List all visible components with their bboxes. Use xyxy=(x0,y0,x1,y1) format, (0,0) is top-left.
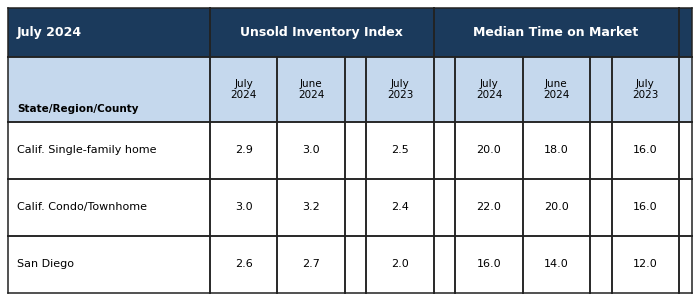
Bar xyxy=(456,122,522,178)
Text: Median Time on Market: Median Time on Market xyxy=(473,26,638,39)
Text: June
2024: June 2024 xyxy=(543,79,569,100)
Text: 22.0: 22.0 xyxy=(477,202,501,212)
Bar xyxy=(8,236,210,292)
Text: 20.0: 20.0 xyxy=(544,202,568,212)
Text: San Diego: San Diego xyxy=(17,259,73,269)
Text: 16.0: 16.0 xyxy=(633,202,657,212)
Bar xyxy=(612,57,678,122)
Bar xyxy=(522,178,589,236)
Text: Calif. Single-family home: Calif. Single-family home xyxy=(17,145,156,155)
Text: 2.5: 2.5 xyxy=(391,145,409,155)
Bar xyxy=(612,122,678,178)
Text: July
2023: July 2023 xyxy=(632,79,658,100)
Text: 18.0: 18.0 xyxy=(544,145,568,155)
Text: 16.0: 16.0 xyxy=(633,145,657,155)
Text: July
2023: July 2023 xyxy=(387,79,413,100)
Text: 14.0: 14.0 xyxy=(544,259,568,269)
Bar xyxy=(456,57,522,122)
Bar xyxy=(612,178,678,236)
Bar xyxy=(433,8,678,57)
Bar xyxy=(678,236,692,292)
Bar xyxy=(589,122,612,178)
Bar xyxy=(8,8,210,57)
Bar xyxy=(210,122,277,178)
Bar xyxy=(8,122,210,178)
Bar xyxy=(210,8,433,57)
Bar xyxy=(366,178,433,236)
Text: 2.9: 2.9 xyxy=(235,145,253,155)
Bar xyxy=(277,57,344,122)
Bar xyxy=(344,122,366,178)
Bar xyxy=(678,122,692,178)
Bar xyxy=(678,178,692,236)
Bar xyxy=(433,236,456,292)
Bar xyxy=(433,57,456,122)
Text: July
2024: July 2024 xyxy=(476,79,502,100)
Bar xyxy=(612,236,678,292)
Bar xyxy=(366,122,433,178)
Bar xyxy=(277,178,344,236)
Text: 2.4: 2.4 xyxy=(391,202,409,212)
Bar xyxy=(344,178,366,236)
Bar xyxy=(277,236,344,292)
Text: June
2024: June 2024 xyxy=(298,79,324,100)
Bar xyxy=(589,57,612,122)
Bar xyxy=(8,178,210,236)
Text: July 2024: July 2024 xyxy=(17,26,82,39)
Text: 3.0: 3.0 xyxy=(302,145,320,155)
Bar xyxy=(589,236,612,292)
Bar xyxy=(210,236,277,292)
Bar xyxy=(456,236,522,292)
Bar xyxy=(210,57,277,122)
Bar xyxy=(277,122,344,178)
Bar xyxy=(433,178,456,236)
Bar xyxy=(8,57,210,122)
Text: 12.0: 12.0 xyxy=(633,259,657,269)
Text: 16.0: 16.0 xyxy=(477,259,501,269)
Text: State/Region/County: State/Region/County xyxy=(17,104,139,114)
Text: 2.6: 2.6 xyxy=(235,259,253,269)
Bar xyxy=(344,236,366,292)
Bar xyxy=(522,236,589,292)
Bar xyxy=(456,178,522,236)
Text: 2.0: 2.0 xyxy=(391,259,409,269)
Text: 2.7: 2.7 xyxy=(302,259,320,269)
Bar xyxy=(678,8,692,57)
Bar xyxy=(522,57,589,122)
Text: 3.2: 3.2 xyxy=(302,202,320,212)
Bar xyxy=(210,178,277,236)
Bar xyxy=(522,122,589,178)
Bar xyxy=(366,236,433,292)
Bar xyxy=(678,57,692,122)
Text: 20.0: 20.0 xyxy=(477,145,501,155)
Bar xyxy=(344,57,366,122)
Bar xyxy=(433,122,456,178)
Text: Unsold Inventory Index: Unsold Inventory Index xyxy=(241,26,403,39)
Bar xyxy=(366,57,433,122)
Text: 3.0: 3.0 xyxy=(235,202,253,212)
Text: Calif. Condo/Townhome: Calif. Condo/Townhome xyxy=(17,202,147,212)
Text: July
2024: July 2024 xyxy=(231,79,257,100)
Bar xyxy=(589,178,612,236)
